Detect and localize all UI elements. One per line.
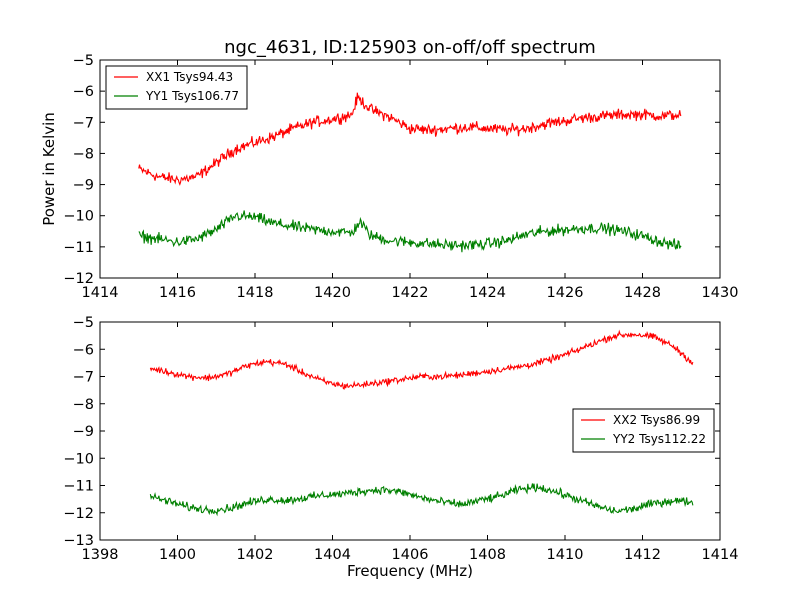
y-tick-label: −7 (73, 115, 94, 131)
series-line-2-2 (149, 483, 694, 517)
y-tick-label: −8 (73, 397, 94, 413)
x-tick-label: 1424 (469, 285, 506, 301)
legend-1: XX1 Tsys94.43 YY1 Tsys106.77 (105, 65, 248, 110)
y-tick-label: −7 (73, 370, 94, 386)
x-tick-label: 1398 (82, 547, 119, 563)
x-tick-label: 1412 (624, 547, 661, 563)
x-tick-label: 1428 (624, 285, 661, 301)
x-axis-label: Frequency (MHz) (347, 562, 473, 580)
y-tick-label: −12 (63, 506, 94, 522)
y-tick-label: −8 (73, 146, 94, 162)
legend-entry: XX1 Tsys94.43 (146, 70, 233, 84)
y-tick-label: −9 (73, 424, 94, 440)
y-tick-label: −5 (73, 53, 94, 69)
y-tick-label: −9 (73, 178, 94, 194)
x-tick-label: 1418 (237, 285, 274, 301)
legend-entry: YY2 Tsys112.22 (612, 432, 706, 446)
y-tick-label: −6 (73, 342, 94, 358)
y-tick-label: −13 (63, 533, 94, 549)
y-tick-label: −11 (63, 240, 94, 256)
x-tick-label: 1420 (314, 285, 351, 301)
x-tick-label: 1414 (82, 285, 119, 301)
x-tick-label: 1404 (314, 547, 351, 563)
x-tick-label: 1406 (392, 547, 429, 563)
legend-box (572, 408, 715, 453)
y-axis-label: Power in Kelvin (40, 112, 58, 226)
series-line-1-2 (138, 210, 682, 253)
x-tick-label: 1402 (237, 547, 274, 563)
x-tick-label: 1416 (159, 285, 196, 301)
y-tick-label: −6 (73, 84, 94, 100)
figure-title: ngc_4631, ID:125903 on-off/off spectrum (224, 37, 596, 58)
y-tick-label: −10 (63, 209, 94, 225)
legend-entry: XX2 Tsys86.99 (613, 413, 700, 427)
plot-panel-1: 1414 1416 1418 1420 1422 1424 1426 1428 1430 −5 −6… (63, 53, 738, 301)
legend-2: XX2 Tsys86.99 YY2 Tsys112.22 (572, 408, 715, 453)
x-tick-label: 1426 (547, 285, 584, 301)
y-tick-label: −12 (63, 271, 94, 287)
y-tick-label: −11 (63, 479, 94, 495)
x-tick-label: 1408 (469, 547, 506, 563)
legend-box (105, 65, 248, 110)
series-line-2-1 (149, 329, 694, 390)
x-tick-label: 1430 (702, 285, 739, 301)
plot-panel-2: 1398 1400 1402 1404 1406 1408 1410 1412 1414 −5 −6… (63, 315, 738, 563)
y-tick-label: −10 (63, 451, 94, 467)
x-tick-label: 1414 (702, 547, 739, 563)
legend-entry: YY1 Tsys106.77 (145, 89, 239, 103)
x-tick-label: 1400 (159, 547, 196, 563)
y-tick-label: −5 (73, 315, 94, 331)
x-tick-label: 1422 (392, 285, 429, 301)
series-line-1-1 (138, 92, 682, 186)
x-tick-label: 1410 (547, 547, 584, 563)
